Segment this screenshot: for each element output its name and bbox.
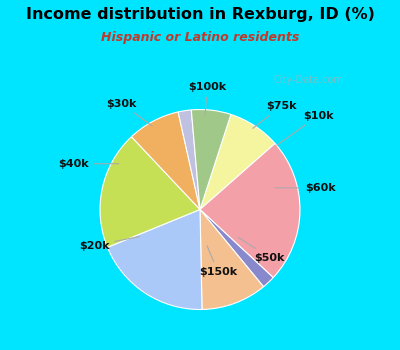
Text: $150k: $150k [199,246,237,277]
Text: Hispanic or Latino residents: Hispanic or Latino residents [101,31,299,44]
Wedge shape [200,144,300,278]
Text: $50k: $50k [238,238,285,263]
Text: $20k: $20k [79,237,140,251]
Text: $75k: $75k [253,101,297,128]
Text: $40k: $40k [58,159,119,169]
Text: $100k: $100k [188,82,226,115]
Wedge shape [132,112,200,210]
Wedge shape [200,210,264,309]
Wedge shape [191,110,231,210]
Text: Income distribution in Rexburg, ID (%): Income distribution in Rexburg, ID (%) [26,7,374,22]
Text: City-Data.com: City-Data.com [273,75,343,85]
Wedge shape [108,210,202,309]
Wedge shape [200,210,273,287]
Text: $10k: $10k [277,111,333,145]
Wedge shape [100,137,200,247]
Wedge shape [178,110,200,210]
Text: $30k: $30k [106,98,152,126]
Wedge shape [200,114,275,210]
Text: $60k: $60k [275,183,336,193]
